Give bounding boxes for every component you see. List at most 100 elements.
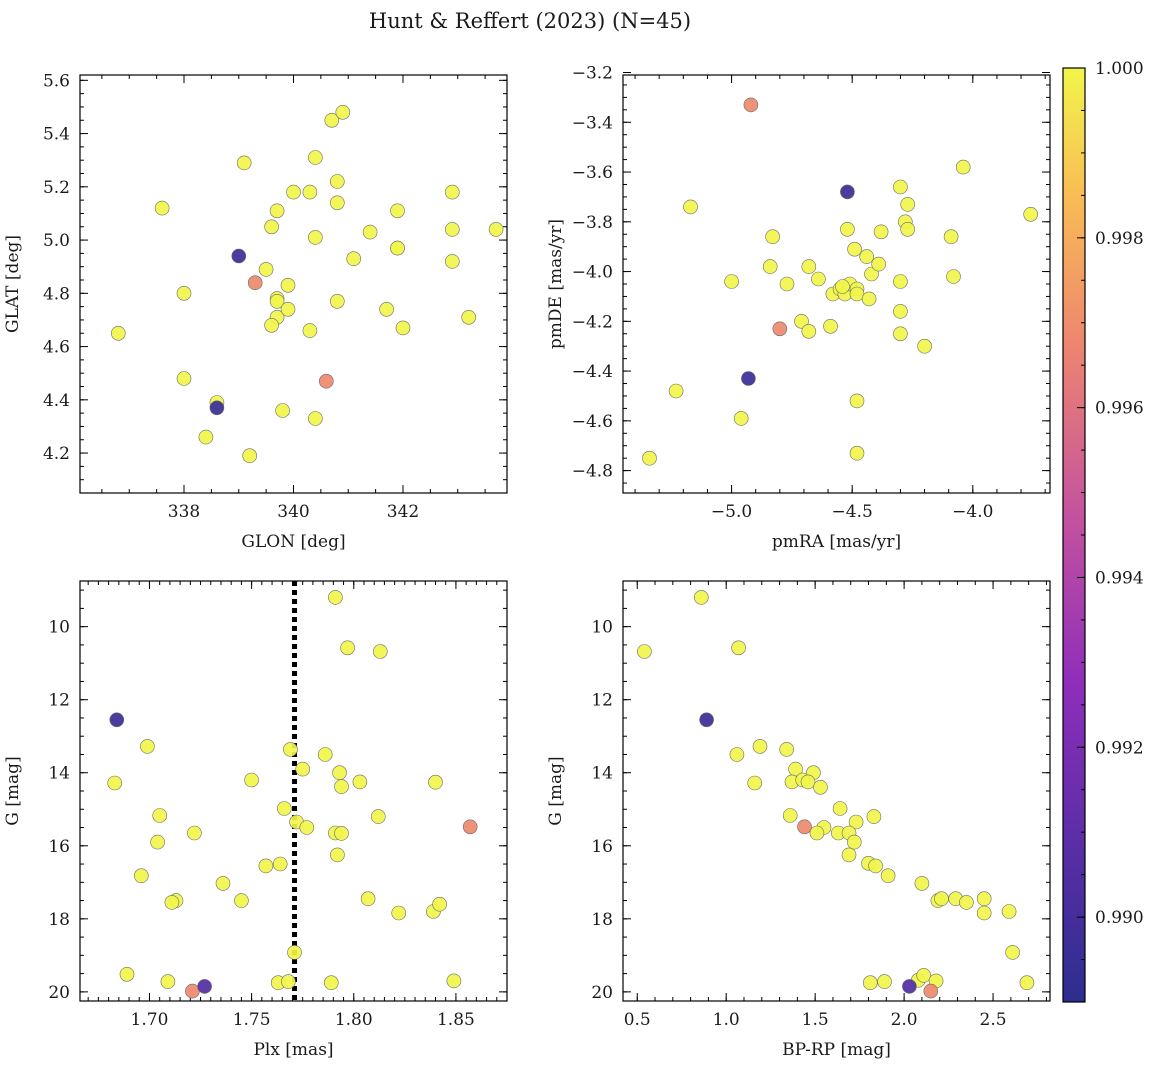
scatter-point	[446, 973, 462, 989]
scatter-point	[352, 774, 368, 790]
scatter-point	[258, 858, 274, 874]
y-tick-label: −4.8	[572, 462, 613, 482]
x-tick-label: 1.75	[233, 1010, 271, 1030]
x-tick-label: −4.0	[952, 502, 993, 522]
scatter-point	[372, 644, 388, 659]
scatter-point	[187, 825, 202, 841]
y-tick-label: 16	[591, 837, 613, 857]
scatter-point	[902, 979, 917, 994]
scatter-point	[1001, 904, 1017, 919]
scatter-point	[782, 808, 798, 823]
y-tick-label: −3.4	[572, 113, 613, 133]
plot-area	[637, 590, 1035, 999]
scatter-point	[308, 150, 323, 165]
scatter-point	[668, 383, 684, 399]
y-tick-label: 10	[591, 618, 613, 638]
scatter-point	[258, 262, 274, 277]
scatter-point	[794, 313, 809, 329]
scatter-point	[176, 371, 192, 386]
scatter-point	[272, 856, 288, 872]
scatter-point	[813, 779, 828, 795]
scatter-point	[835, 279, 850, 294]
panel-plx-g: 1.70 1.75 1.80 1.85 10 12 14 16 18 20 Plx [mas] G […	[3, 580, 508, 1060]
scatter-point	[444, 184, 460, 200]
scatter-point	[811, 271, 826, 287]
y-tick-label: 4.2	[43, 444, 70, 464]
scatter-point	[302, 323, 318, 338]
scatter-point	[330, 847, 345, 863]
scatter-point	[762, 259, 778, 274]
y-tick-label: −3.2	[572, 64, 613, 84]
scatter-point	[461, 309, 477, 325]
scatter-point	[317, 747, 333, 762]
y-tick-label: 20	[591, 983, 613, 1003]
scatter-point	[283, 742, 298, 757]
panel-glon-glat: 338 340 342 4.2 4.4 4.6 4.8 5.0 5.2 5.4 5.6 GLON [d…	[3, 71, 508, 552]
scatter-point	[395, 320, 411, 336]
scatter-point	[847, 241, 862, 257]
scatter-point	[841, 847, 857, 863]
scatter-point	[916, 968, 932, 983]
scatter-point	[432, 896, 447, 912]
y-tick-label: 18	[591, 910, 613, 930]
y-tick-label: 4.8	[43, 284, 70, 304]
scatter-point	[391, 905, 407, 921]
scatter-point	[797, 819, 812, 835]
scatter-point	[946, 269, 961, 284]
scatter-point	[871, 256, 887, 272]
scatter-point	[683, 199, 698, 215]
scatter-point	[324, 113, 340, 128]
x-axis-label: BP-RP [mag]	[782, 1040, 891, 1060]
scatter-point	[379, 301, 394, 317]
x-tick-label: −4.5	[832, 502, 873, 522]
scatter-point	[488, 222, 504, 237]
scatter-point	[729, 747, 745, 762]
scatter-point	[150, 834, 165, 850]
scatter-point	[334, 779, 349, 794]
scatter-point	[281, 974, 296, 989]
colorbar-tick-label: 0.994	[1095, 568, 1144, 588]
scatter-point	[868, 858, 883, 874]
scatter-point	[209, 400, 225, 416]
scatter-point	[332, 765, 347, 781]
scatter-point	[772, 321, 788, 337]
x-tick-label: 1.5	[802, 1010, 829, 1030]
scatter-point	[295, 761, 311, 777]
scatter-point	[862, 975, 878, 991]
scatter-point	[107, 775, 122, 791]
colorbar-tick-label: 1.000	[1095, 59, 1144, 79]
scatter-point	[741, 371, 756, 386]
scatter-point	[329, 174, 345, 189]
scatter-point	[428, 774, 443, 790]
x-axis-label: GLON [deg]	[241, 532, 345, 552]
scatter-point	[893, 274, 908, 289]
panel-pmra-pmde: −5.0 −4.5 −4.0 −4.8 −4.6 −4.4 −4.2 −4.0 −3.8 −3.6…	[546, 64, 1051, 552]
scatter-point	[861, 291, 877, 307]
scatter-point	[800, 774, 816, 790]
scatter-point	[329, 195, 345, 211]
scatter-point	[276, 801, 292, 816]
scatter-point	[323, 975, 339, 991]
x-axis-label: Plx [mas]	[253, 1040, 333, 1060]
scatter-point	[318, 373, 334, 389]
scatter-point	[134, 868, 149, 884]
plot-area	[107, 581, 478, 1001]
x-tick-label: 1.80	[335, 1010, 373, 1030]
scatter-point	[747, 775, 763, 791]
y-tick-label: 5.4	[43, 125, 70, 145]
scatter-point	[893, 326, 908, 342]
scatter-point	[934, 891, 949, 907]
scatter-point	[242, 448, 257, 464]
scatter-point	[733, 411, 749, 426]
y-tick-label: 18	[48, 910, 70, 930]
y-tick-label: 12	[48, 691, 70, 711]
scatter-point	[880, 868, 896, 884]
panel-bprp-g: 0.5 1.0 1.5 2.0 2.5 10 12 14 16 18 20 BP-RP [mag] G …	[546, 580, 1051, 1060]
scatter-point	[873, 224, 889, 240]
x-tick-label: 1.0	[713, 1010, 740, 1030]
scatter-point	[269, 203, 285, 219]
y-tick-label: −3.8	[572, 213, 613, 233]
scatter-point	[893, 179, 908, 195]
scatter-point	[236, 155, 252, 171]
